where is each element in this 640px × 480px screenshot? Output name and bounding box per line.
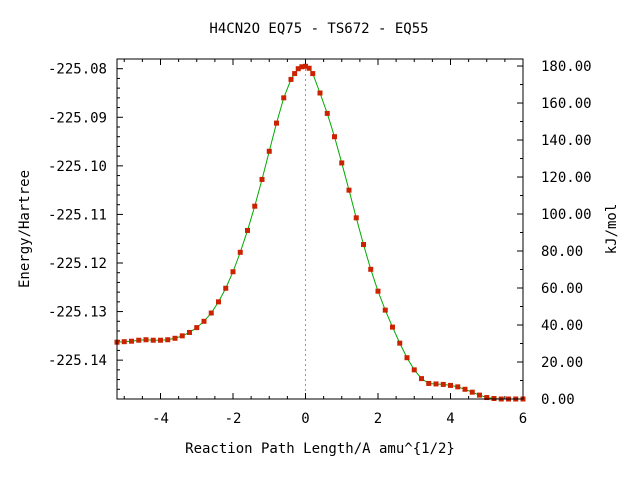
data-point xyxy=(201,318,207,324)
data-point xyxy=(448,382,453,388)
data-point xyxy=(310,71,316,77)
plot-frame xyxy=(116,58,524,400)
data-point xyxy=(121,339,127,345)
data-point xyxy=(397,340,403,346)
data-point xyxy=(292,71,298,77)
y2-tick-label: 100.00 xyxy=(541,207,592,223)
data-point xyxy=(165,337,171,343)
data-point xyxy=(295,66,301,72)
data-point xyxy=(274,120,279,126)
data-point xyxy=(136,337,142,343)
data-point xyxy=(419,376,424,382)
y2-tick-label: 180.00 xyxy=(541,59,592,75)
data-point xyxy=(353,215,359,221)
data-point xyxy=(390,324,395,330)
y-tick-label: -225.13 xyxy=(48,305,107,321)
data-point xyxy=(252,203,258,209)
x-tick-label: -4 xyxy=(152,411,169,427)
y2-tick-label: 60.00 xyxy=(541,281,583,297)
chart-title: H4CN2O EQ75 - TS672 - EQ55 xyxy=(209,21,428,37)
data-point xyxy=(339,160,345,166)
data-point xyxy=(382,307,388,313)
axis-ticks xyxy=(117,58,524,400)
y2-tick-label: 20.00 xyxy=(541,355,583,371)
data-point xyxy=(237,249,243,255)
data-point xyxy=(299,64,305,70)
data-point xyxy=(172,335,178,341)
data-point xyxy=(259,176,265,182)
data-point xyxy=(469,389,475,395)
y-tick-label: -225.09 xyxy=(48,110,107,126)
data-point xyxy=(129,338,134,344)
x-tick-label: 2 xyxy=(374,411,382,427)
y2-tick-label: 40.00 xyxy=(541,318,583,334)
x-tick-label: 0 xyxy=(301,411,309,427)
data-point xyxy=(245,227,250,233)
data-point xyxy=(208,310,214,316)
data-point xyxy=(404,355,410,361)
data-point xyxy=(484,395,490,401)
data-point xyxy=(179,333,185,339)
data-point xyxy=(143,337,149,343)
data-point xyxy=(158,337,163,343)
energy-curve xyxy=(116,65,523,400)
data-point xyxy=(411,367,417,373)
data-point xyxy=(440,381,446,387)
y-tick-label: -225.10 xyxy=(48,159,107,175)
y2-tick-label: 80.00 xyxy=(541,244,583,260)
x-tick-label: 6 xyxy=(519,411,527,427)
x-tick-label: -2 xyxy=(225,411,242,427)
data-point xyxy=(332,134,337,140)
data-point xyxy=(324,110,330,116)
y2-axis-label: kJ/mol xyxy=(604,204,620,255)
data-point xyxy=(368,266,374,272)
data-point xyxy=(426,380,432,386)
data-point xyxy=(187,329,192,335)
data-point xyxy=(361,242,366,248)
data-point xyxy=(288,76,294,82)
data-point xyxy=(306,65,312,71)
data-point xyxy=(477,392,482,398)
y-axis-label: Energy/Hartree xyxy=(17,170,33,288)
y-tick-label: -225.14 xyxy=(48,353,107,369)
y2-tick-label: 0.00 xyxy=(541,392,575,408)
data-point xyxy=(150,337,156,343)
data-point xyxy=(281,95,287,101)
data-point xyxy=(317,90,323,96)
y-tick-label: -225.11 xyxy=(48,207,107,223)
data-point xyxy=(266,148,272,154)
data-point xyxy=(346,187,352,193)
y2-tick-label: 140.00 xyxy=(541,133,592,149)
data-point xyxy=(223,285,229,291)
x-tick-label: 4 xyxy=(446,411,454,427)
data-points xyxy=(114,63,526,402)
tick-labels: -4 -2 0 2 4 6 -225.08 -225.09 -225.10 -225.11 -225… xyxy=(48,59,592,427)
data-point xyxy=(462,386,468,392)
y-tick-label: -225.08 xyxy=(48,62,107,78)
data-point xyxy=(303,63,308,69)
data-point xyxy=(230,269,236,275)
y-tick-label: -225.12 xyxy=(48,256,107,272)
data-point xyxy=(375,288,381,294)
data-point xyxy=(455,384,461,390)
data-point xyxy=(216,299,221,305)
y2-tick-label: 160.00 xyxy=(541,96,592,112)
x-axis-label: Reaction Path Length/A amu^{1/2} xyxy=(185,441,455,457)
data-point xyxy=(433,381,439,387)
data-point xyxy=(194,325,200,331)
y2-tick-label: 120.00 xyxy=(541,170,592,186)
